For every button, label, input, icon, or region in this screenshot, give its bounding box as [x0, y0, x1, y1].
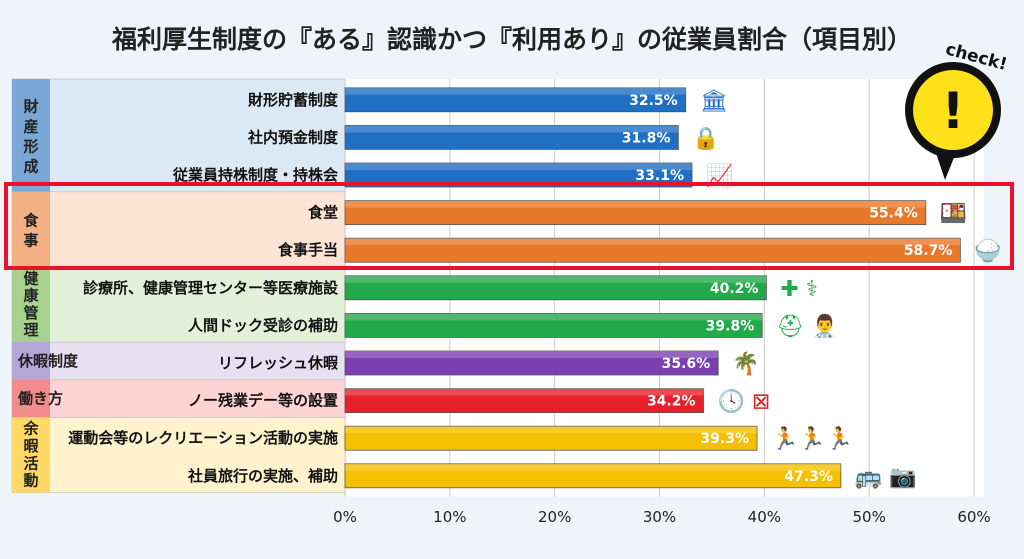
item-label: 財形貯蓄制度: [247, 91, 339, 109]
data-label: 34.2%: [647, 394, 696, 410]
item-label: 従業員持株制度・持株会: [172, 166, 338, 184]
x-tick-label: 10%: [433, 508, 466, 526]
meal-tray-icon: 🍱: [940, 202, 967, 227]
group-color-tab: [12, 191, 50, 267]
group-panel: [11, 78, 346, 193]
group-label: 働き方: [17, 390, 63, 408]
group-label: 食事: [23, 211, 39, 249]
data-label: 58.7%: [904, 243, 953, 259]
bar: [344, 463, 842, 489]
bar: [344, 425, 758, 451]
item-label: 食堂: [308, 204, 338, 222]
item-label: 社内預金制度: [247, 128, 339, 146]
group-panel: [11, 191, 346, 268]
data-label: 39.3%: [700, 431, 749, 447]
group-label: 財産形成: [22, 97, 38, 175]
rice-bowl-yen-icon: 🍚: [974, 238, 1002, 264]
group-panel: [11, 417, 346, 493]
highlight-box: [4, 182, 1014, 270]
item-label: 人間ドック受診の補助: [188, 316, 338, 334]
x-tick-label: 30%: [643, 508, 676, 526]
group-panel: [11, 266, 346, 343]
bus-camera-icon: 🚌 📷: [855, 465, 917, 490]
item-label: ノー残業デー等の設置: [188, 392, 338, 410]
group-label: 休暇制度: [17, 352, 79, 370]
group-color-tab: [12, 79, 50, 192]
bar-shine: [345, 351, 719, 358]
x-tick-label: 0%: [333, 508, 357, 526]
data-label: 39.8%: [706, 318, 755, 334]
group-label: 余暇活動: [22, 420, 39, 490]
data-label: 32.5%: [629, 93, 678, 109]
data-label: 47.3%: [784, 469, 833, 485]
bubble-tail: [935, 150, 955, 180]
bar: [344, 312, 763, 338]
item-label: 社員旅行の実施、補助: [187, 467, 338, 485]
bar-shine: [345, 125, 679, 133]
bar-shine: [345, 87, 686, 95]
group-color-tab: [12, 417, 50, 493]
bar: [344, 125, 679, 150]
group-color-tab: [12, 379, 50, 418]
bar-shine: [345, 426, 757, 434]
x-tick-label: 50%: [852, 508, 885, 526]
bar: [344, 388, 704, 414]
exclamation-icon: !: [942, 82, 965, 140]
runners-icon: 🏃🏃🏃: [771, 426, 853, 452]
x-tick-label: 40%: [748, 508, 781, 526]
bar: [344, 87, 687, 113]
bar-shine: [345, 163, 692, 170]
bar: [344, 200, 927, 226]
check-icon-face: [913, 70, 993, 150]
item-label: 運動会等のレクリエーション活動の実施: [68, 429, 338, 447]
data-label: 33.1%: [635, 168, 684, 184]
x-tick-label: 20%: [538, 508, 571, 526]
group-color-tab: [12, 267, 50, 343]
item-label: リフレッシュ休暇: [218, 354, 338, 372]
chart-title: 福利厚生制度の『ある』認識かつ『利用あり』の従業員割合（項目別）: [111, 25, 912, 54]
medical-kit-doctor-icon: ⛑ 👨‍⚕: [776, 313, 838, 339]
bank-coins-icon: 🏛: [700, 89, 728, 114]
group-color-tab: [12, 342, 50, 380]
bar-shine: [345, 238, 961, 246]
bar: [344, 275, 767, 301]
safe-icon: 🔒: [692, 126, 719, 151]
data-label: 31.8%: [622, 130, 671, 146]
palm-tree-icon: 🌴: [732, 351, 759, 377]
bar-shine: [345, 388, 704, 396]
bar-shine: [345, 313, 763, 321]
bar: [344, 350, 719, 376]
bar: [344, 237, 961, 263]
item-label: 診療所、健康管理センター等医療施設: [83, 279, 339, 297]
x-tick-label: 60%: [957, 508, 990, 526]
bar-shine: [345, 200, 926, 208]
data-label: 40.2%: [710, 281, 759, 297]
data-label: 35.6%: [662, 356, 711, 372]
bar-shine: [345, 463, 841, 471]
data-label: 55.4%: [869, 206, 918, 222]
clock-no-overtime-icon: 🕓 ⊠: [718, 389, 771, 415]
bar-shine: [345, 275, 767, 283]
item-label: 食事手当: [278, 241, 338, 259]
medical-cross-stethoscope-icon: ✚ ⚕: [780, 277, 817, 302]
group-label: 健康管理: [23, 269, 39, 339]
